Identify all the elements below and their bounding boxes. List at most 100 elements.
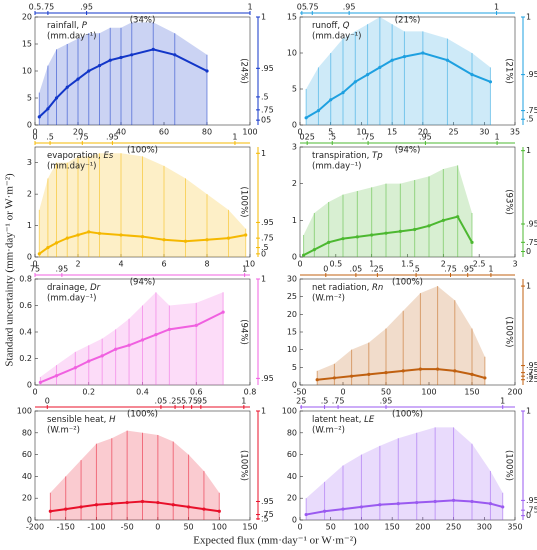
y-tick-label: 2 [292,179,297,188]
y-tick-label: 20 [287,494,297,503]
panel-title: rainfall, P [47,21,88,31]
quantile-label-right: 1 [526,282,531,291]
quantile-label-top: .05 [350,265,363,274]
median-point [436,367,440,371]
quantile-label-right: 1 [261,407,266,416]
x-tick-label: 8 [204,260,209,269]
x-tick-label: 1.5 [401,260,414,269]
median-point [390,58,394,62]
quantile-label-right: 1 [261,275,266,284]
x-tick-label: 0 [155,523,160,532]
quantile-label-top: 0 [323,265,328,274]
median-point [140,338,145,342]
median-point [37,115,41,119]
median-point [470,240,474,244]
median-point [470,499,474,504]
pct-top: (94%) [130,278,156,288]
panel-title: evaporation, Es [47,151,114,161]
quantile-label-top: .75 [332,397,345,406]
median-point [221,310,225,314]
quantile-label-top: .95 [380,397,393,406]
median-point [401,369,405,373]
median-point [355,235,359,239]
panel-title-symbol: LE [364,415,375,425]
uncertainty-envelope [306,427,503,520]
pct-top: (100%) [127,146,158,156]
x-tick-label: 200 [415,523,430,532]
panel-unit: (W.m⁻²) [47,426,80,436]
median-point [402,55,407,59]
x-tick-label: -100 [87,523,105,532]
x-tick-label: 250 [446,523,461,532]
median-point [100,354,104,358]
x-tick-label: 6 [161,260,166,269]
y-tick-label: 40 [22,472,32,481]
quantile-label-right: 1 [526,146,531,155]
panel-title-symbol: Es [103,151,113,161]
median-point [64,507,68,511]
y-tick-label: 1 [27,221,32,230]
median-point [301,253,306,257]
y-tick-label: 0.2 [19,354,32,363]
pct-right: (94%) [239,319,249,345]
x-tick-label: 0 [32,388,37,397]
median-point [119,55,123,60]
x-tick-label: 100 [242,128,257,137]
median-point [456,215,460,219]
y-tick-label: 40 [287,472,297,481]
x-tick-label: 2 [441,260,446,269]
quantile-label-top: .95 [56,265,69,274]
quantile-label-top: 1 [494,3,499,12]
quantile-label-top: .75 [362,133,375,142]
quantile-label-top: .5 [321,397,329,406]
quantile-label-right: .5 [526,115,534,124]
x-tick-label: 150 [385,523,400,532]
quantile-label-right: 0 [261,249,266,258]
median-point [378,65,382,69]
median-point [226,236,231,240]
pct-right: (100%) [239,450,249,481]
x-tick-label: 25 [448,128,458,137]
x-tick-label: 15 [387,128,397,137]
x-tick-label: 3 [512,260,517,269]
median-point [370,233,374,237]
median-point [54,96,59,100]
x-tick-label: -150 [57,523,75,532]
y-tick-label: 100 [282,407,297,416]
pct-right: (21%) [504,58,514,84]
panel-title-name: transpiration, [312,151,369,161]
quantile-label-top: .95 [80,3,93,12]
median-point [329,98,333,102]
median-point [87,230,91,234]
median-point [48,509,52,513]
pct-top: (100%) [392,410,423,420]
quantile-label-top: .75 [306,3,319,12]
median-point [217,509,221,513]
x-tick-label: 300 [477,523,492,532]
pct-top: (100%) [127,410,158,420]
y-tick-label: 0.4 [19,328,32,337]
x-tick-label: 100 [354,523,369,532]
quantile-label-right: 05 [261,116,271,125]
panel-unit: (mm.day⁻¹) [312,162,361,172]
pct-right: (100%) [504,317,514,348]
pct-right: (93%) [504,189,514,215]
quantile-label-top: 1 [495,133,500,142]
panel-title: sensible heat, H [47,415,116,425]
panel-title: drainage, Dr [47,283,101,293]
median-point [79,505,83,509]
x-tick-label: 100 [212,523,227,532]
median-point [341,507,345,511]
median-point [194,323,198,327]
quantile-label-top: 0.5 [29,3,42,12]
median-point [140,499,145,504]
x-tick-label: 0 [297,128,302,137]
median-point [205,69,209,73]
panel-title: transpiration, Tp [312,151,383,161]
uncertainty-envelope [50,430,220,520]
uncertainty-envelope [39,22,207,125]
y-tick-label: 80 [287,428,297,437]
x-tick-label: 0 [297,260,302,269]
median-point [327,240,331,244]
